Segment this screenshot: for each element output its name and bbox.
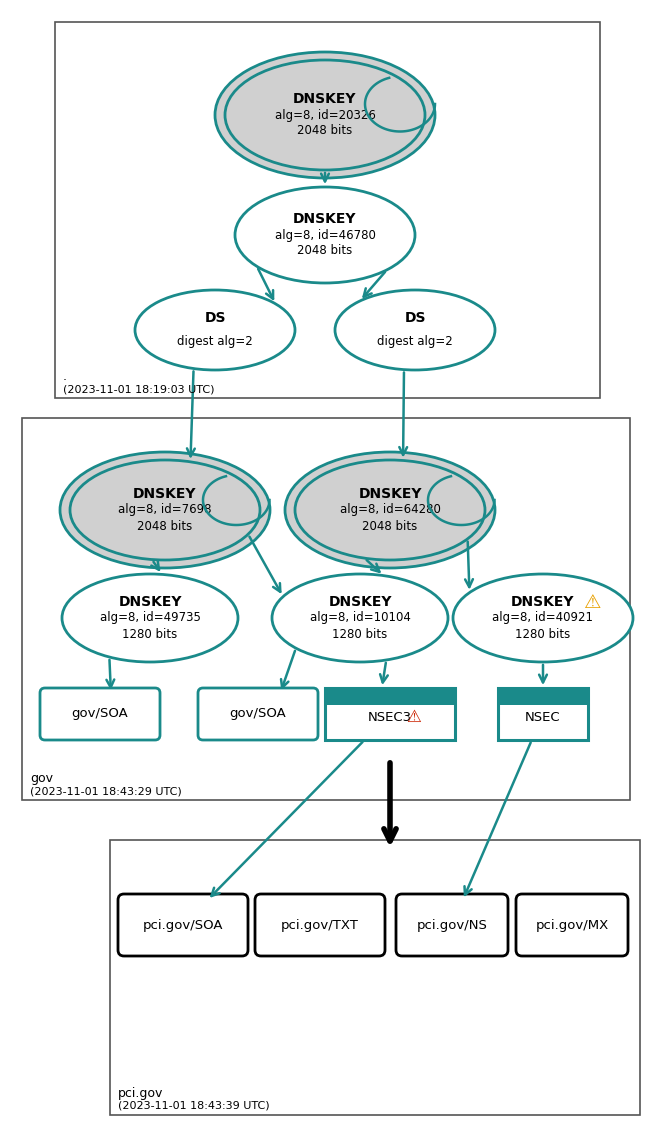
Text: pci.gov/SOA: pci.gov/SOA [143, 919, 223, 931]
Ellipse shape [62, 575, 238, 662]
Text: 2048 bits: 2048 bits [297, 124, 352, 138]
Text: gov/SOA: gov/SOA [71, 708, 128, 720]
Text: 1280 bits: 1280 bits [122, 627, 178, 641]
Text: 1280 bits: 1280 bits [332, 627, 388, 641]
Bar [325, 689, 455, 705]
Text: digest alg=2: digest alg=2 [177, 335, 253, 349]
Text: ⚠: ⚠ [407, 708, 421, 726]
Text: (2023-11-01 18:19:03 UTC): (2023-11-01 18:19:03 UTC) [63, 384, 214, 394]
Text: alg=8, id=64280: alg=8, id=64280 [339, 504, 440, 516]
Text: 2048 bits: 2048 bits [297, 244, 352, 258]
Ellipse shape [235, 187, 415, 283]
Text: NSEC3: NSEC3 [368, 711, 412, 724]
Bar [110, 840, 640, 1115]
FancyBboxPatch shape [40, 689, 160, 740]
FancyBboxPatch shape [498, 689, 588, 740]
Text: DNSKEY: DNSKEY [328, 595, 392, 609]
FancyBboxPatch shape [255, 894, 385, 956]
Text: alg=8, id=7698: alg=8, id=7698 [119, 504, 212, 516]
Ellipse shape [285, 451, 495, 568]
Text: gov/SOA: gov/SOA [230, 708, 286, 720]
Text: 2048 bits: 2048 bits [138, 520, 193, 532]
Ellipse shape [335, 290, 495, 370]
Text: alg=8, id=46780: alg=8, id=46780 [274, 228, 375, 242]
Text: .: . [63, 370, 67, 383]
Text: DNSKEY: DNSKEY [293, 212, 357, 226]
Ellipse shape [453, 575, 633, 662]
Text: DS: DS [404, 311, 426, 325]
Text: ⚠: ⚠ [584, 593, 601, 611]
FancyBboxPatch shape [325, 689, 455, 740]
Text: pci.gov/TXT: pci.gov/TXT [281, 919, 359, 931]
Text: alg=8, id=20326: alg=8, id=20326 [274, 108, 375, 122]
Ellipse shape [215, 52, 435, 178]
FancyBboxPatch shape [396, 894, 508, 956]
Text: (2023-11-01 18:43:39 UTC): (2023-11-01 18:43:39 UTC) [118, 1101, 270, 1112]
Text: (2023-11-01 18:43:29 UTC): (2023-11-01 18:43:29 UTC) [30, 785, 181, 796]
Text: NSEC: NSEC [525, 711, 561, 724]
FancyBboxPatch shape [118, 894, 248, 956]
Text: DNSKEY: DNSKEY [358, 487, 422, 500]
Ellipse shape [70, 461, 260, 560]
Text: pci.gov/MX: pci.gov/MX [535, 919, 608, 931]
Text: DNSKEY: DNSKEY [133, 487, 196, 500]
Text: pci.gov: pci.gov [118, 1088, 163, 1100]
FancyBboxPatch shape [516, 894, 628, 956]
Text: alg=8, id=49735: alg=8, id=49735 [100, 611, 200, 625]
Ellipse shape [295, 461, 485, 560]
Ellipse shape [60, 451, 270, 568]
Text: 2048 bits: 2048 bits [362, 520, 418, 532]
Text: DNSKEY: DNSKEY [512, 595, 574, 609]
Text: 1280 bits: 1280 bits [515, 627, 571, 641]
Ellipse shape [225, 60, 425, 170]
Text: pci.gov/NS: pci.gov/NS [417, 919, 487, 931]
Text: alg=8, id=10104: alg=8, id=10104 [310, 611, 411, 625]
Text: alg=8, id=40921: alg=8, id=40921 [493, 611, 593, 625]
Bar [22, 418, 630, 800]
Ellipse shape [135, 290, 295, 370]
Text: gov: gov [30, 772, 53, 785]
Bar [498, 689, 588, 705]
Text: digest alg=2: digest alg=2 [377, 335, 453, 349]
Text: DS: DS [204, 311, 226, 325]
Ellipse shape [272, 575, 448, 662]
Bar [55, 22, 600, 398]
Text: DNSKEY: DNSKEY [119, 595, 181, 609]
FancyBboxPatch shape [198, 689, 318, 740]
Text: DNSKEY: DNSKEY [293, 92, 357, 106]
